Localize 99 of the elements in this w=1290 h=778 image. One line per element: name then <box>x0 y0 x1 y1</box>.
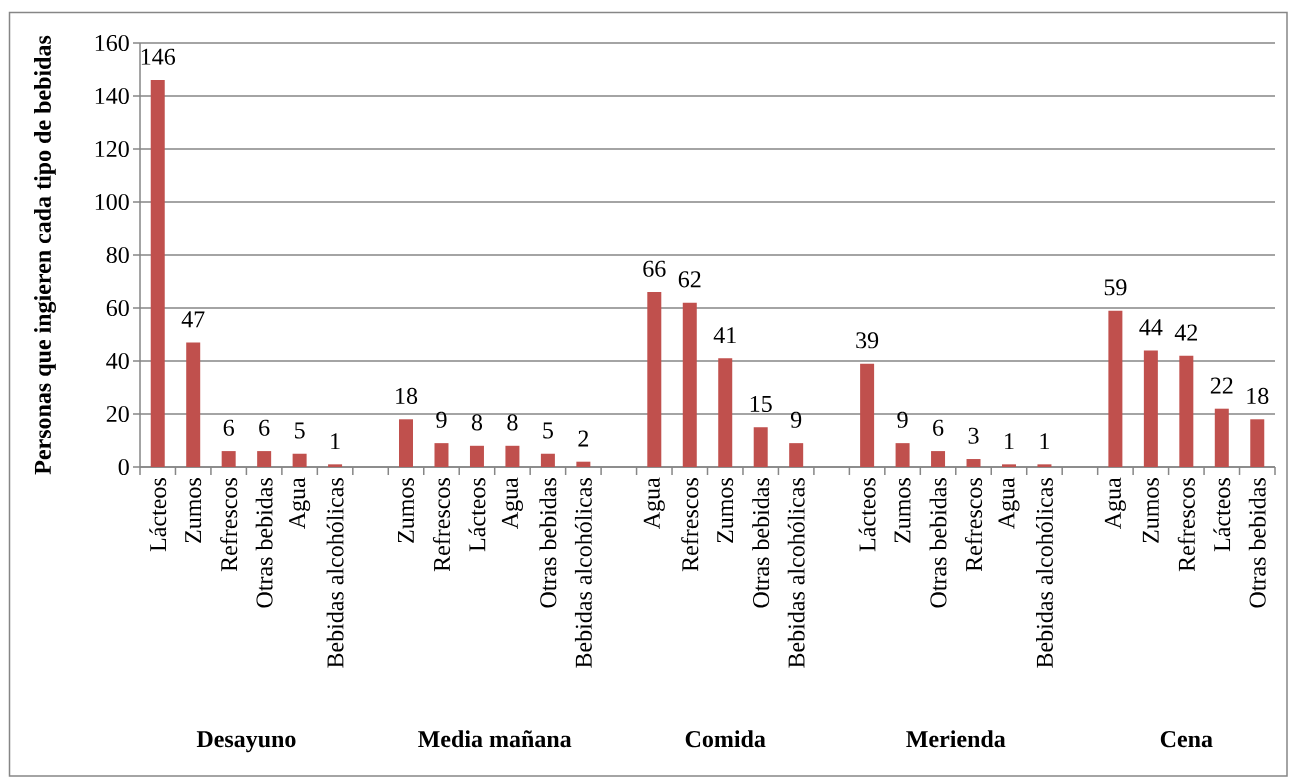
bar <box>1143 350 1158 467</box>
x-tick-label: Bebidas alcohólicas <box>326 478 344 668</box>
data-label: 6 <box>259 419 270 436</box>
bar <box>1250 419 1265 467</box>
bar <box>186 342 201 467</box>
data-label: 62 <box>678 271 701 288</box>
data-label: 6 <box>223 419 234 436</box>
text: Comida <box>685 730 766 748</box>
data-label: 18 <box>1247 387 1269 405</box>
y-tick-label: 60 <box>106 299 129 317</box>
bar <box>1214 408 1229 467</box>
text: Media mañana <box>418 730 572 748</box>
bar <box>221 451 236 467</box>
y-tick-label: 100 <box>95 193 129 211</box>
data-label: 6 <box>933 419 944 436</box>
data-label: 9 <box>436 411 447 428</box>
y-tick-label: 140 <box>95 87 129 105</box>
bar <box>328 464 343 467</box>
bar <box>895 443 910 467</box>
bar <box>1108 310 1123 467</box>
x-tick-label: Refrescos <box>964 478 983 572</box>
text: Merienda <box>906 730 1006 748</box>
bar <box>931 451 946 467</box>
x-tick-label: Agua <box>643 477 665 530</box>
bar <box>860 363 875 467</box>
x-tick-label: Otras bebidas <box>1248 478 1266 608</box>
x-tick-label: Otras bebidas <box>929 478 947 608</box>
bar <box>540 453 555 467</box>
x-tick-label: Otras bebidas <box>255 478 273 608</box>
bar <box>1037 464 1052 467</box>
data-label: 146 <box>141 48 176 65</box>
x-tick-label: Zumos <box>717 478 734 543</box>
bar <box>647 292 662 467</box>
bar <box>505 445 520 467</box>
bar <box>753 427 768 467</box>
x-tick-label: Otras bebidas <box>752 478 770 608</box>
data-label: 3 <box>968 427 979 444</box>
x-tick-label: Zumos <box>398 478 414 543</box>
y-tick-label: 20 <box>106 405 129 423</box>
data-label: 1 <box>1005 433 1014 450</box>
data-label: 2 <box>578 430 589 447</box>
x-tick-label: Refrescos <box>681 478 699 572</box>
data-label: 39 <box>856 332 879 349</box>
bar <box>966 459 981 467</box>
x-tick-label: Agua <box>289 477 311 530</box>
x-tick-label: Zumos <box>1142 478 1159 543</box>
text: Desayuno <box>196 731 296 753</box>
bar <box>576 461 591 467</box>
x-tick-label: Agua <box>501 477 523 530</box>
text: Cena <box>1160 731 1213 748</box>
x-tick-label: Bebidas alcohólicas <box>574 478 592 668</box>
y-tick-label: 160 <box>95 34 129 52</box>
data-label: 22 <box>1210 377 1233 394</box>
bar <box>292 453 307 467</box>
data-label: 8 <box>507 414 518 431</box>
x-tick-label: Refrescos <box>1177 478 1195 572</box>
bar <box>1179 355 1194 467</box>
bar <box>150 80 165 467</box>
data-label: 15 <box>750 395 772 412</box>
data-label: 5 <box>295 422 305 439</box>
x-tick-label: Zumos <box>894 478 911 543</box>
x-tick-label: Agua <box>1104 477 1126 530</box>
data-label: 8 <box>471 414 483 431</box>
bar <box>399 419 414 467</box>
x-tick-label: Bebidas alcohólicas <box>1035 478 1053 668</box>
data-label: 59 <box>1104 279 1127 296</box>
y-tick-label: 40 <box>106 352 129 370</box>
bar <box>257 451 272 467</box>
y-tick-label: 80 <box>106 246 129 264</box>
x-tick-label: Lácteos <box>1213 478 1231 552</box>
bar <box>1001 464 1016 467</box>
y-axis-title: Personas que ingieren cada tipo de bebidas <box>34 35 56 475</box>
data-label: 1 <box>1040 433 1050 450</box>
bar <box>469 445 484 467</box>
bar <box>434 443 449 467</box>
data-label: 47 <box>181 311 205 328</box>
bar <box>789 443 804 467</box>
x-tick-label: Lácteos <box>468 478 486 552</box>
x-tick-label: Agua <box>998 477 1020 530</box>
x-tick-label: Lácteos <box>149 478 167 552</box>
data-label: 5 <box>543 422 553 439</box>
y-tick-label: 120 <box>95 140 129 158</box>
bar <box>682 302 697 467</box>
data-label: 9 <box>897 411 908 428</box>
bar <box>718 358 733 467</box>
data-label: 42 <box>1174 324 1198 341</box>
data-label: 9 <box>790 411 802 428</box>
x-tick-label: Otras bebidas <box>539 478 557 608</box>
data-label: 18 <box>396 387 418 405</box>
x-tick-label: Bebidas alcohólicas <box>787 478 805 668</box>
x-tick-label: Refrescos <box>432 478 451 572</box>
data-label: 66 <box>643 260 666 277</box>
y-tick-label: 0 <box>118 458 129 476</box>
x-tick-label: Refrescos <box>220 478 238 572</box>
data-label: 41 <box>713 327 736 344</box>
data-label: 44 <box>1139 319 1163 336</box>
x-tick-label: Zumos <box>185 478 202 543</box>
x-tick-label: Lácteos <box>858 478 876 552</box>
data-label: 1 <box>331 433 340 450</box>
